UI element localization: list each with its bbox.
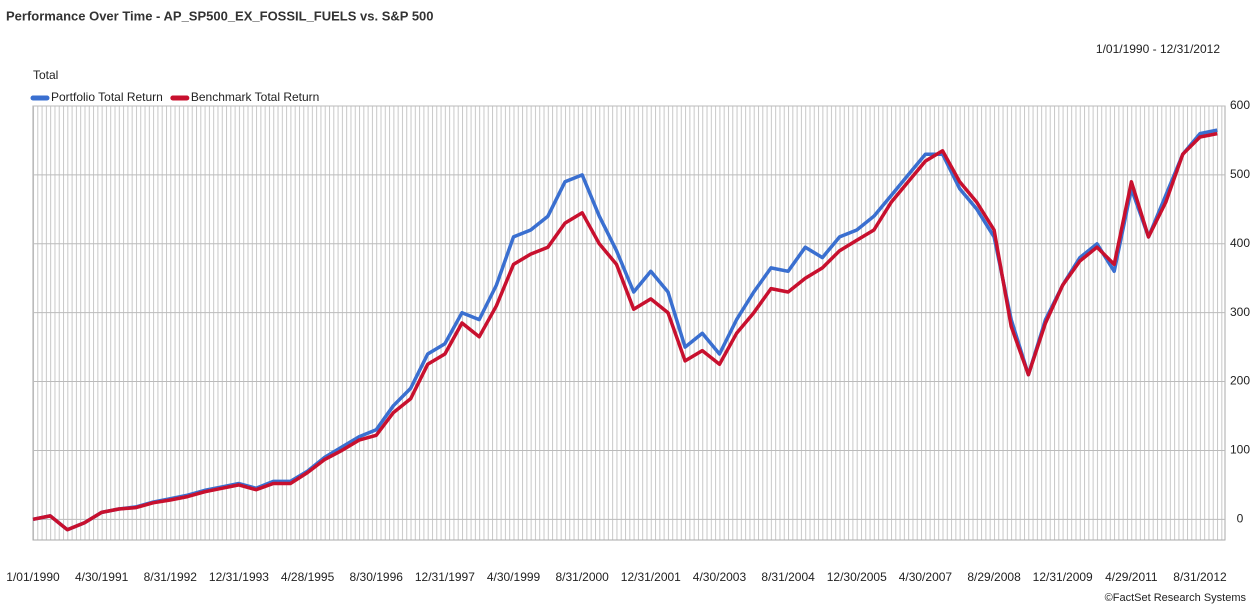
source: ©FactSet Research Systems: [1105, 592, 1247, 604]
y-tick-label: 300: [1230, 305, 1250, 319]
x-tick-label: 12/31/1993: [209, 570, 269, 584]
series-line: [32, 131, 1218, 532]
x-tick-label: 8/31/2000: [555, 570, 609, 584]
month-grid: [33, 106, 1225, 540]
x-tick-label: 4/29/2011: [1105, 570, 1158, 584]
x-tick-label: 8/31/2004: [761, 570, 815, 584]
legend-label: Benchmark Total Return: [191, 90, 320, 104]
x-tick-label: 8/29/2008: [967, 570, 1021, 584]
x-tick-label: 4/30/2007: [899, 570, 953, 584]
x-tick-label: 8/31/2012: [1173, 570, 1227, 584]
y-tick-label: 500: [1230, 167, 1250, 181]
x-tick-label: 4/30/1999: [487, 570, 541, 584]
legend-label: Portfolio Total Return: [51, 90, 163, 104]
x-tick-label: 12/31/2001: [621, 570, 681, 584]
x-tick-label: 4/28/1995: [281, 570, 335, 584]
date-range: 1/01/1990 - 12/31/2012: [1096, 42, 1220, 56]
x-tick-label: 8/31/1992: [144, 570, 198, 584]
x-tick-label: 12/30/2005: [827, 570, 887, 584]
x-tick-label: 12/31/1997: [415, 570, 475, 584]
chart-title: Performance Over Time - AP_SP500_EX_FOSS…: [6, 8, 434, 23]
x-tick-label: 1/01/1990: [6, 570, 60, 584]
y-label: Total: [33, 68, 58, 82]
x-tick-label: 12/31/2009: [1033, 570, 1093, 584]
x-tick-label: 4/30/2003: [693, 570, 747, 584]
x-tick-label: 4/30/1991: [75, 570, 129, 584]
y-tick-label: 600: [1230, 98, 1250, 112]
y-tick-label: 100: [1230, 443, 1250, 457]
y-tick-label: 400: [1230, 236, 1250, 250]
y-tick-label: 200: [1230, 374, 1250, 388]
y-tick-label: 0: [1237, 512, 1244, 526]
x-tick-label: 8/30/1996: [350, 570, 404, 584]
